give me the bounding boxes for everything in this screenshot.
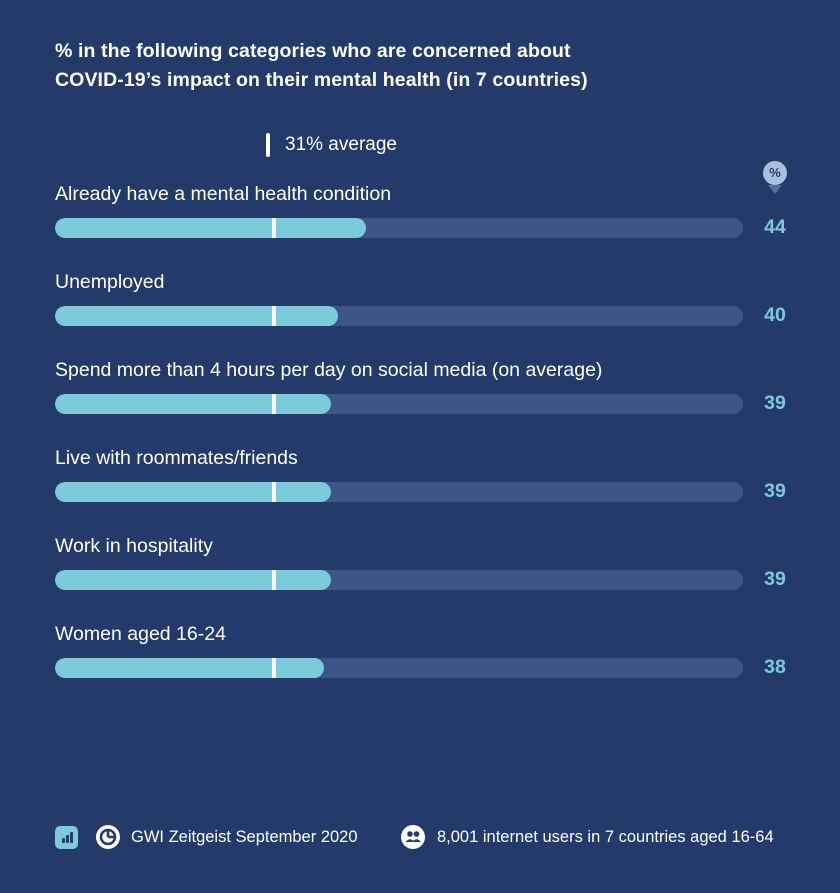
average-marker bbox=[272, 306, 276, 326]
bar-value-label: 39 bbox=[764, 568, 786, 590]
bar-track bbox=[55, 394, 743, 414]
bar-chart-icon bbox=[55, 826, 78, 849]
bar-value-label: 39 bbox=[764, 392, 786, 414]
average-marker bbox=[272, 658, 276, 678]
bar-track bbox=[55, 482, 743, 502]
bar-value-label: 38 bbox=[764, 656, 786, 678]
footer-base: 8,001 internet users in 7 countries aged… bbox=[437, 828, 774, 846]
average-marker bbox=[272, 482, 276, 502]
bar-track bbox=[55, 306, 743, 326]
bar bbox=[55, 482, 331, 502]
average-legend: 31% average bbox=[266, 132, 397, 158]
bar-row: Live with roommates/friends 39 bbox=[0, 446, 840, 506]
bar-category-label: Live with roommates/friends bbox=[55, 447, 298, 469]
bar bbox=[55, 218, 366, 238]
gwi-logo-icon bbox=[96, 825, 120, 849]
bar-value-label: 39 bbox=[764, 480, 786, 502]
footer: GWI Zeitgeist September 2020 8,001 inter… bbox=[0, 824, 840, 854]
bar bbox=[55, 306, 338, 326]
chart-title-line-2: COVID-19’s impact on their mental health… bbox=[55, 69, 588, 91]
bar bbox=[55, 394, 331, 414]
bar-category-label: Unemployed bbox=[55, 271, 165, 293]
bar-track bbox=[55, 218, 743, 238]
average-legend-label: 31% average bbox=[285, 134, 397, 155]
bar-row: Already have a mental health condition 44 bbox=[0, 182, 840, 242]
percent-badge-icon: % bbox=[763, 161, 787, 185]
bar-category-label: Women aged 16-24 bbox=[55, 623, 226, 645]
bar-row: Spend more than 4 hours per day on socia… bbox=[0, 358, 840, 418]
average-legend-marker bbox=[266, 133, 270, 157]
people-icon bbox=[401, 825, 425, 849]
bar-value-label: 40 bbox=[764, 304, 786, 326]
average-marker bbox=[272, 394, 276, 414]
bar-category-label: Work in hospitality bbox=[55, 535, 213, 557]
average-marker bbox=[272, 570, 276, 590]
bar-row: Unemployed 40 bbox=[0, 270, 840, 330]
footer-source: GWI Zeitgeist September 2020 bbox=[131, 828, 358, 846]
bar-row: Women aged 16-24 38 bbox=[0, 622, 840, 682]
bar-value-label: 44 bbox=[764, 216, 786, 238]
bar-category-label: Already have a mental health condition bbox=[55, 183, 392, 205]
bar-row: Work in hospitality 39 bbox=[0, 534, 840, 594]
bar-track bbox=[55, 658, 743, 678]
bar bbox=[55, 658, 324, 678]
chart-title: % in the following categories who are co… bbox=[55, 37, 755, 95]
bar-category-label: Spend more than 4 hours per day on socia… bbox=[55, 359, 603, 381]
chart-title-line-1: % in the following categories who are co… bbox=[55, 40, 571, 62]
bar bbox=[55, 570, 331, 590]
percent-badge-pointer bbox=[768, 185, 782, 194]
bar-track bbox=[55, 570, 743, 590]
average-marker bbox=[272, 218, 276, 238]
